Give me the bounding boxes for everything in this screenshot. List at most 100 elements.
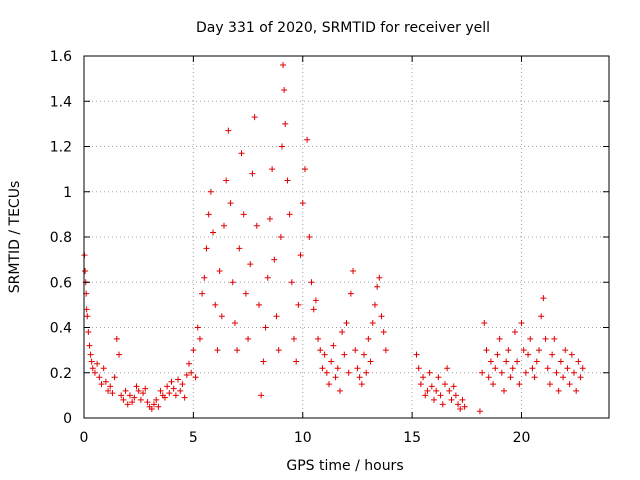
y-tick-label: 0.2 xyxy=(50,366,72,382)
data-point xyxy=(352,347,359,354)
data-point xyxy=(253,222,260,229)
data-point xyxy=(177,387,184,394)
data-point xyxy=(312,297,319,304)
data-point xyxy=(183,372,190,379)
data-point xyxy=(86,342,93,349)
x-tick-label: 15 xyxy=(403,430,421,446)
x-tick-label: 0 xyxy=(80,430,89,446)
data-point xyxy=(231,319,238,326)
data-point xyxy=(190,347,197,354)
data-point xyxy=(549,351,556,358)
data-point xyxy=(196,335,203,342)
data-point xyxy=(240,211,247,218)
data-point xyxy=(293,358,300,365)
data-point xyxy=(234,347,241,354)
data-point xyxy=(514,358,521,365)
data-point xyxy=(374,283,381,290)
data-point xyxy=(507,374,514,381)
data-point xyxy=(542,335,549,342)
data-point xyxy=(479,369,486,376)
data-point xyxy=(225,127,232,134)
data-point xyxy=(207,188,214,195)
data-point xyxy=(448,396,455,403)
data-point xyxy=(82,267,89,274)
data-point xyxy=(194,324,201,331)
data-point xyxy=(441,381,448,388)
data-point xyxy=(85,329,92,336)
data-point xyxy=(122,387,129,394)
data-point xyxy=(529,365,536,372)
chart-title: Day 331 of 2020, SRMTID for receiver yel… xyxy=(196,20,490,36)
data-point xyxy=(133,383,140,390)
data-point xyxy=(437,392,444,399)
data-point xyxy=(100,365,107,372)
data-point xyxy=(483,347,490,354)
data-point xyxy=(297,252,304,259)
data-point xyxy=(144,399,151,406)
data-point xyxy=(579,365,586,372)
data-point xyxy=(426,369,433,376)
data-point xyxy=(236,245,243,252)
data-point xyxy=(166,390,173,397)
data-point xyxy=(522,369,529,376)
data-point xyxy=(525,351,532,358)
data-point xyxy=(256,301,262,308)
x-tick-labels: 0 5 10 15 20 xyxy=(80,430,531,446)
y-tick-label: 0 xyxy=(63,411,72,427)
data-point xyxy=(284,177,291,184)
data-point xyxy=(282,120,289,127)
data-point xyxy=(153,396,160,403)
data-point xyxy=(417,381,424,388)
data-point xyxy=(420,374,427,381)
data-point xyxy=(299,200,306,207)
data-point xyxy=(170,385,177,392)
x-tick-label: 5 xyxy=(189,430,198,446)
data-point xyxy=(308,279,315,286)
data-point xyxy=(142,385,149,392)
data-point xyxy=(501,387,507,394)
data-point xyxy=(494,351,501,358)
data-point xyxy=(533,358,540,365)
data-point xyxy=(262,324,269,331)
x-axis-label: GPS time / hours xyxy=(286,458,403,474)
data-point xyxy=(271,256,278,263)
data-point xyxy=(107,383,114,390)
data-point xyxy=(452,392,459,399)
data-point xyxy=(286,211,293,218)
data-point xyxy=(568,351,575,358)
data-point xyxy=(413,351,420,358)
data-point xyxy=(131,394,138,401)
data-point xyxy=(275,347,282,354)
data-point xyxy=(446,387,453,394)
data-point xyxy=(186,360,192,367)
y-tick-label: 0.8 xyxy=(50,230,72,246)
data-point xyxy=(245,335,252,342)
data-point xyxy=(343,319,350,326)
data-point xyxy=(328,358,335,365)
data-points xyxy=(81,62,586,415)
data-point xyxy=(546,381,553,388)
data-point xyxy=(91,369,98,376)
data-point xyxy=(573,387,580,394)
data-point xyxy=(560,374,567,381)
data-point xyxy=(509,365,516,372)
data-point xyxy=(339,329,346,336)
data-point xyxy=(291,335,297,342)
data-point xyxy=(301,166,308,173)
data-point xyxy=(371,301,378,308)
data-point xyxy=(577,374,584,381)
data-point xyxy=(431,396,437,403)
data-point xyxy=(330,342,337,349)
data-point xyxy=(433,387,440,394)
y-tick-label: 0.4 xyxy=(50,321,72,337)
y-tick-labels: 0 0.2 0.4 0.6 0.8 1 1.2 1.4 1.6 xyxy=(50,49,72,427)
data-point xyxy=(553,369,560,376)
data-point xyxy=(365,335,372,342)
data-point xyxy=(571,369,577,376)
data-point xyxy=(269,166,276,173)
x-tick-label: 20 xyxy=(513,430,531,446)
data-point xyxy=(277,234,284,240)
data-point xyxy=(120,396,127,403)
data-point xyxy=(321,351,328,358)
data-point xyxy=(199,290,206,297)
